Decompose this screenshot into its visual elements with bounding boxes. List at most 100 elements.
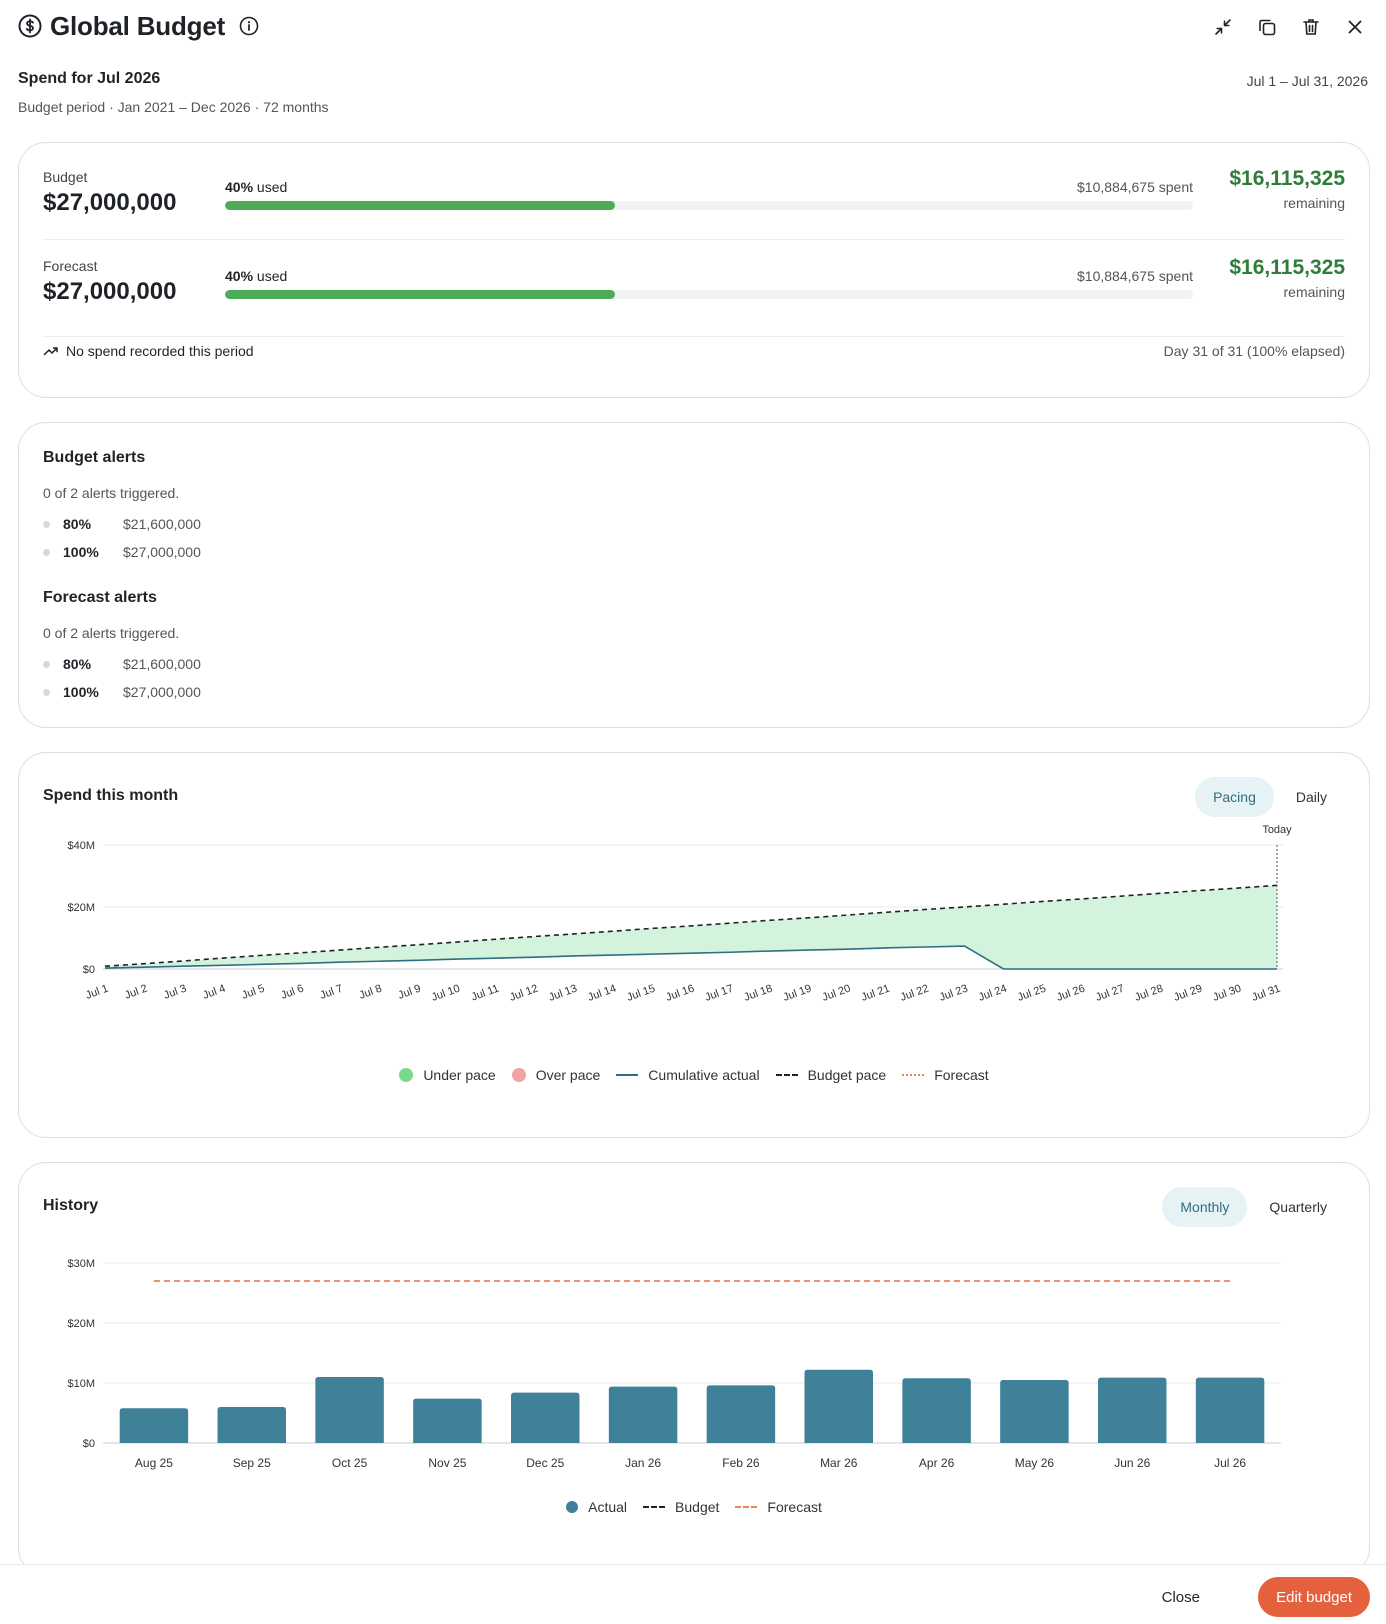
forecast-remaining: $16,115,325 [1229,256,1345,279]
x-tick-label: Jul 8 [358,983,384,1002]
y-tick-label: $20M [67,1318,95,1330]
alert-threshold: 100% [63,544,99,560]
y-tick-label: $0 [83,964,95,976]
actual-bar [119,1408,189,1443]
legend-forecast: Forecast [902,1067,989,1083]
spend-chart-card: Spend this month Pacing Daily $0 $20M $40M… [18,752,1370,1138]
y-tick-label: $30M [67,1258,95,1270]
legend-actual: Actual [566,1499,627,1515]
alert-threshold: 80% [63,516,92,532]
alert-status-dot [43,520,50,528]
duplicate-icon[interactable] [1254,14,1280,40]
dialog-title: Global Budget [50,10,226,41]
period-subtitle: Budget period · Jan 2021 – Dec 2026 · 72… [18,99,329,115]
x-tick-label: Jul 20 [821,983,853,1004]
tab-pacing[interactable]: Pacing [1195,777,1274,817]
legend-budget-pace: Budget pace [775,1067,886,1083]
actual-bar [1195,1377,1265,1443]
trend-up-icon [43,343,59,359]
actual-bar [804,1369,873,1443]
alert-amount: $27,000,000 [123,544,201,560]
period-title: Spend for Jul 2026 [18,70,161,87]
forecast-progress-bar [225,290,1193,299]
alert-status-dot [43,688,50,696]
actual-bar [706,1385,776,1443]
x-tick-label: Jul 19 [782,983,814,1004]
collapse-icon[interactable] [1210,14,1236,40]
history-chart-card: History Monthly Quarterly $0 $10M $20M $30M… [18,1162,1370,1576]
x-tick-label: Jul 29 [1172,983,1204,1004]
x-tick-label: Jul 30 [1211,983,1243,1004]
budget-amount: $27,000,000 [43,189,177,216]
alerts-card: Budget alerts 0 of 2 alerts triggered. 8… [18,422,1370,728]
x-tick-label: Jul 18 [742,983,774,1004]
x-tick-label: Oct 25 [332,1456,368,1470]
forecast-used-pct: 40% used [225,268,288,284]
budget-progress-fill [225,201,616,210]
x-tick-label: Jul 7 [318,983,344,1002]
budget-progress-bar [225,201,1193,210]
alert-status-dot [43,660,50,668]
info-icon[interactable] [239,16,259,36]
cumulative-actual-line [104,945,1277,970]
elapsed-text: Day 31 of 31 (100% elapsed) [1163,343,1345,359]
close-icon[interactable] [1342,14,1368,40]
alert-item: 100% $27,000,000 [43,544,201,560]
actual-bar [511,1392,580,1443]
budget-remaining: $16,115,325 [1229,167,1345,190]
legend-over-pace: Over pace [511,1067,600,1083]
tab-daily[interactable]: Daily [1295,789,1327,805]
dollar-circle-icon [18,14,42,38]
x-tick-label: Jul 28 [1133,983,1165,1004]
forecast-remaining-label: remaining [1283,284,1345,300]
trash-icon[interactable] [1298,14,1324,40]
x-tick-label: Jul 12 [508,983,540,1004]
y-tick-label: $40M [67,840,95,852]
history-chart-title: History [43,1197,99,1214]
budget-pace-line [104,884,1278,968]
x-tick-label: Aug 25 [135,1456,173,1470]
actual-bar [315,1377,384,1443]
x-tick-label: Jul 10 [430,983,462,1004]
budget-row: Budget $27,000,000 40% used $10,884,675 … [43,161,1345,233]
alert-item: 100% $27,000,000 [43,684,201,700]
legend-under-pace: Under pace [399,1067,496,1083]
forecast-row: Forecast $27,000,000 40% used $10,884,67… [43,250,1345,322]
history-view-toggle: Monthly Quarterly [1162,1187,1345,1227]
divider [43,336,1345,337]
header-actions [1210,14,1368,40]
spend-chart: $0 $20M $40M Today Jul 1 Jul 2 Jul 3 Jul 4 Jul 5… [67,824,1292,1004]
x-tick-label: Jul 11 [470,983,501,1004]
x-tick-label: Jul 22 [899,983,931,1004]
alert-status-dot [43,548,50,556]
x-tick-label: Jul 9 [397,983,423,1002]
dialog-header: Global Budget [18,6,1368,46]
budget-alerts-title: Budget alerts [43,449,146,466]
actual-bar [1098,1377,1167,1443]
edit-budget-button[interactable]: Edit budget [1258,1577,1370,1617]
forecast-alerts-summary: 0 of 2 alerts triggered. [43,625,180,641]
x-tick-label: Jun 26 [1114,1456,1150,1470]
under-pace-area [105,885,1277,969]
forecast-spent: $10,884,675 spent [1077,268,1193,284]
y-tick-label: $10M [67,1378,95,1390]
x-tick-label: Jul 3 [162,983,188,1002]
x-tick-label: Jul 1 [84,983,110,1002]
spend-chart-title: Spend this month [43,787,179,804]
forecast-label: Forecast [43,258,98,274]
x-tick-label: Jul 14 [586,983,618,1004]
spend-chart-legend: Under pace Over pace Cumulative actual B… [19,1067,1369,1083]
tab-quarterly[interactable]: Quarterly [1269,1199,1327,1215]
legend-budget: Budget [643,1499,719,1515]
alert-amount: $21,600,000 [123,516,201,532]
tab-monthly[interactable]: Monthly [1162,1187,1248,1227]
x-tick-label: Jul 16 [664,983,696,1004]
history-chart: $0 $10M $20M $30M Aug 25 Sep 25 Oct 25 Nov 25 De… [67,1258,1281,1470]
dialog-footer: Close Edit budget [0,1564,1386,1624]
close-button[interactable]: Close [1161,1588,1200,1606]
x-tick-label: Apr 26 [919,1456,955,1470]
y-tick-label: $20M [67,902,95,914]
x-tick-label: Jul 4 [201,983,227,1002]
x-tick-label: Jul 17 [703,983,735,1004]
forecast-progress-fill [225,290,616,299]
